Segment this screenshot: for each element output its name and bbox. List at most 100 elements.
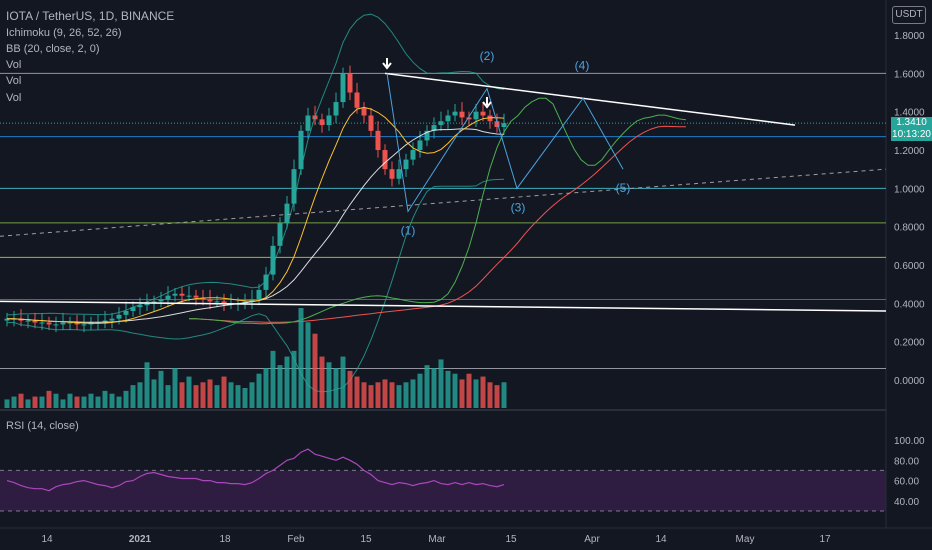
candle-body: [340, 73, 346, 103]
candle-body: [417, 140, 423, 150]
volume-bar: [270, 350, 276, 408]
volume-bar: [368, 385, 374, 408]
volume-bar: [200, 382, 206, 408]
volume-bar: [333, 368, 339, 408]
volume-bar: [501, 382, 507, 408]
candle-body: [291, 169, 297, 204]
volume-bar: [39, 396, 45, 408]
volume-bar: [53, 393, 59, 408]
time-axis-tick: 17: [819, 534, 831, 545]
volume-bar: [284, 356, 290, 408]
volume-bar: [291, 350, 297, 408]
currency-badge[interactable]: USDT: [892, 6, 926, 24]
volume-bar: [452, 373, 458, 408]
price-axis-tick: 1.8000: [894, 31, 925, 42]
indicator-vol-2[interactable]: Vol: [6, 75, 22, 87]
indicator-ichimoku[interactable]: Ichimoku (9, 26, 52, 26): [6, 27, 122, 39]
candle-body: [445, 115, 451, 122]
volume-bar: [396, 385, 402, 408]
indicator-vol-1[interactable]: Vol: [6, 59, 22, 71]
candle-body: [480, 111, 486, 116]
candle-body: [4, 318, 10, 321]
volume-bar: [25, 399, 31, 408]
candle-body: [32, 320, 38, 323]
candle-body: [298, 130, 304, 170]
rsi-band: [0, 470, 886, 511]
price-axis-tick: 0.6000: [894, 261, 925, 272]
candle-body: [284, 203, 290, 223]
horizontal-support-trendline: [0, 300, 887, 312]
candle-body: [410, 150, 416, 160]
volume-bar: [172, 368, 178, 408]
volume-bar: [487, 382, 493, 408]
wave-projection-line: [386, 73, 624, 213]
volume-bar: [158, 370, 164, 408]
rsi-axis-tick: 60.00: [894, 477, 919, 488]
candle-body: [361, 107, 367, 116]
bb-lower-line: [7, 178, 505, 393]
time-axis-tick: Apr: [584, 534, 600, 545]
rsi-axis-tick: 40.00: [894, 497, 919, 508]
candle-body: [277, 222, 283, 246]
volume-bar: [312, 333, 318, 408]
volume-bar: [263, 368, 269, 408]
candle-body: [200, 297, 206, 300]
bar-countdown: 10:13:20: [892, 129, 931, 140]
candle-body: [158, 299, 164, 302]
volume-bar: [11, 396, 17, 408]
candle-body: [452, 111, 458, 116]
price-axis-tick: 1.6000: [894, 69, 925, 80]
volume-bar: [256, 373, 262, 408]
rsi-label[interactable]: RSI (14, close): [6, 420, 79, 432]
rsi-axis-tick: 100.00: [894, 436, 925, 447]
volume-bar: [277, 365, 283, 408]
time-axis-tick: 14: [41, 534, 53, 545]
candle-body: [25, 320, 31, 322]
candle-body: [74, 322, 80, 325]
candle-body: [354, 92, 360, 108]
candle-body: [60, 322, 66, 325]
wave-label: (3): [511, 200, 526, 214]
symbol-title[interactable]: IOTA / TetherUS, 1D, BINANCE: [6, 9, 175, 23]
ichimoku-conversion-line: [7, 106, 505, 324]
price-axis-tick: 0.4000: [894, 299, 925, 310]
candle-body: [487, 115, 493, 122]
volume-bar: [116, 396, 122, 408]
volume-bar: [298, 308, 304, 408]
volume-bar: [410, 379, 416, 408]
candle-body: [375, 130, 381, 150]
price-axis-tick: 0.0000: [894, 376, 925, 387]
volume-bar: [46, 390, 52, 408]
candle-body: [221, 301, 227, 304]
volume-bar: [130, 385, 136, 408]
candle-body: [424, 130, 430, 141]
time-axis-tick: May: [736, 534, 755, 545]
candle-body: [256, 289, 262, 300]
volume-bar: [249, 382, 255, 408]
indicator-vol-3[interactable]: Vol: [6, 92, 22, 104]
price-axis-tick: 0.2000: [894, 338, 925, 349]
candle-body: [39, 322, 45, 324]
volume-bar: [207, 379, 213, 408]
volume-bar: [81, 396, 87, 408]
candle-body: [179, 293, 185, 296]
price-axis-tick: 1.0000: [894, 184, 925, 195]
candle-body: [319, 119, 325, 126]
indicator-bb[interactable]: BB (20, close, 2, 0): [6, 43, 100, 55]
volume-bar: [102, 390, 108, 408]
candle-body: [396, 169, 402, 179]
bb-upper-line: [7, 13, 505, 316]
volume-bar: [445, 370, 451, 408]
volume-bar: [60, 399, 66, 408]
candle-body: [172, 293, 178, 296]
candle-body: [501, 123, 507, 127]
price-tag: 1.3410 10:13:20: [891, 117, 932, 141]
descending-trendline: [384, 72, 796, 126]
time-axis-tick: 15: [505, 534, 517, 545]
volume-bar: [123, 390, 129, 408]
candle-body: [403, 159, 409, 170]
volume-bar: [389, 382, 395, 408]
volume-bar: [67, 393, 73, 408]
